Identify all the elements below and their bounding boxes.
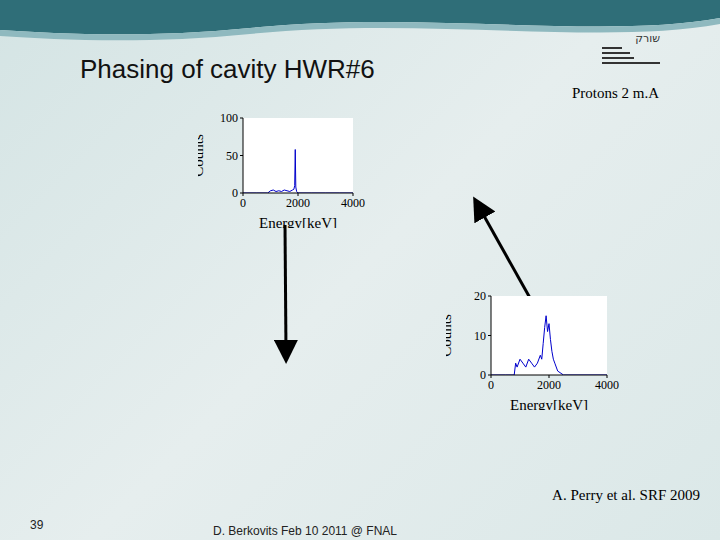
svg-text:10: 10 [474, 329, 486, 343]
svg-text:Counts: Counts [446, 314, 454, 357]
svg-text:0: 0 [480, 368, 486, 382]
svg-text:20: 20 [474, 291, 486, 303]
svg-text:100: 100 [220, 113, 238, 125]
svg-text:שורק: שורק [635, 32, 660, 45]
svg-text:A. Perry et al. SRF 2009: A. Perry et al. SRF 2009 [552, 487, 700, 503]
svg-text:D. Berkovits Feb 10 2011 @ FNA: D. Berkovits Feb 10 2011 @ FNAL [213, 524, 397, 538]
svg-text:39: 39 [30, 518, 44, 532]
svg-text:2000: 2000 [537, 378, 561, 392]
svg-text:2000: 2000 [286, 196, 310, 210]
svg-text:0: 0 [488, 378, 494, 392]
svg-text:Energy[keV]: Energy[keV] [510, 397, 588, 410]
svg-text:0: 0 [232, 186, 238, 200]
svg-text:Protons 2 m.A: Protons 2 m.A [572, 85, 659, 101]
svg-text:Energy[keV]: Energy[keV] [259, 215, 337, 228]
svg-text:4000: 4000 [341, 196, 365, 210]
svg-text:Phasing of cavity HWR#6: Phasing of cavity HWR#6 [80, 54, 375, 84]
svg-text:0: 0 [240, 196, 246, 210]
svg-text:50: 50 [226, 149, 238, 163]
svg-text:Counts: Counts [198, 134, 206, 177]
svg-text:4000: 4000 [595, 378, 619, 392]
